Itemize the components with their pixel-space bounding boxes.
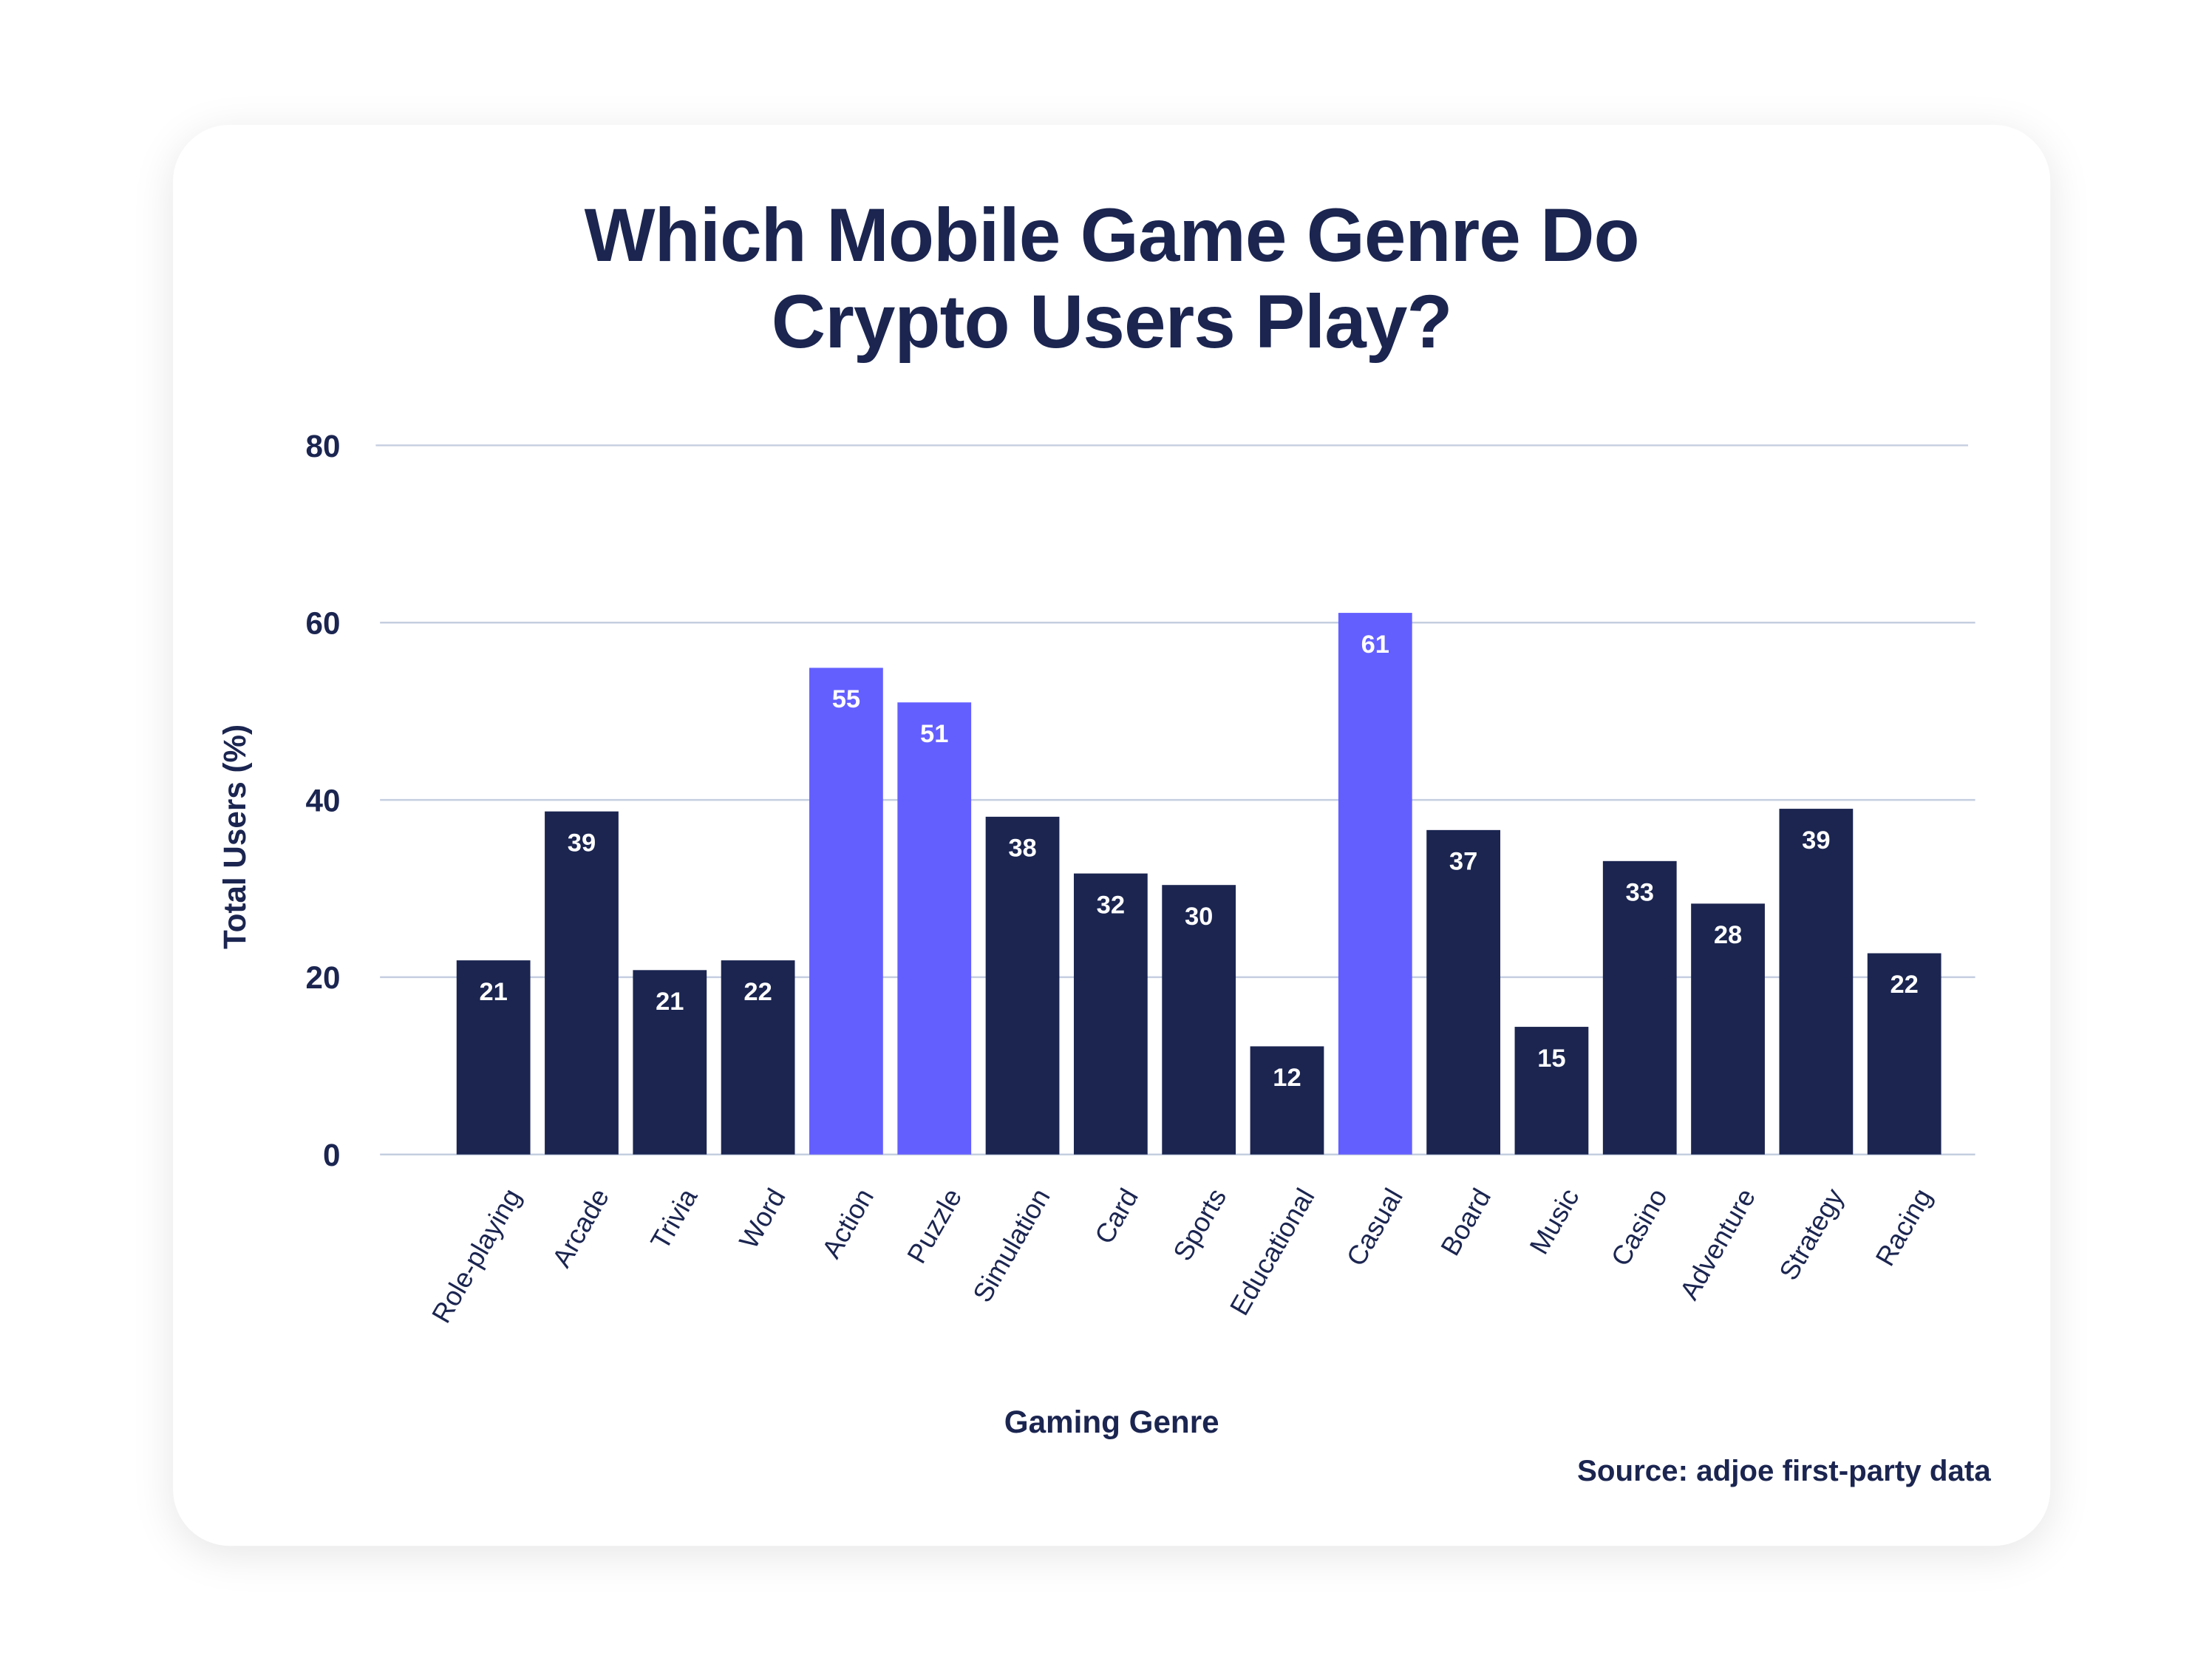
x-tick-label: Card	[1089, 1184, 1144, 1249]
bar-arcade	[545, 811, 619, 1155]
chart-title-line-1: Which Mobile Game Genre Do	[584, 194, 1640, 279]
data-label: 37	[1449, 848, 1477, 876]
bar-music	[1514, 1027, 1589, 1155]
x-tick-label: Racing	[1870, 1184, 1938, 1271]
data-label: 12	[1273, 1064, 1301, 1092]
data-label: 21	[656, 988, 684, 1016]
data-label: 21	[479, 978, 507, 1006]
x-tick-label: Adventure	[1674, 1184, 1762, 1305]
x-axis-label: Gaming Genre	[1004, 1404, 1219, 1440]
x-tick-label: Arcade	[546, 1184, 615, 1272]
y-tick-label: 80	[306, 429, 341, 463]
bar-casual	[1338, 613, 1412, 1155]
bar-role-playing	[456, 960, 531, 1155]
bar-educational	[1250, 1046, 1324, 1155]
y-tick-label: 60	[306, 606, 341, 641]
bar-word	[721, 960, 795, 1155]
y-axis-label: Total Users (%)	[217, 724, 253, 950]
bar-sports	[1162, 885, 1236, 1155]
y-tick-label: 40	[306, 783, 341, 818]
x-tick-label: Strategy	[1773, 1183, 1850, 1286]
bar-adventure	[1691, 903, 1765, 1155]
y-tick-label: 20	[306, 960, 341, 995]
source-note: Source: adjoe first-party data	[1576, 1455, 1991, 1488]
x-tick-label: Music	[1523, 1184, 1585, 1260]
bar-board	[1426, 829, 1500, 1155]
bar-strategy	[1779, 809, 1854, 1155]
data-label: 22	[743, 978, 772, 1006]
x-tick-label: Casual	[1341, 1184, 1409, 1271]
bar-card	[1073, 873, 1148, 1155]
bar-simulation	[985, 816, 1060, 1155]
x-tick-label: Word	[733, 1184, 792, 1254]
chart-card	[173, 124, 2051, 1546]
x-tick-label: Simulation	[967, 1184, 1056, 1308]
x-tick-label: Action	[816, 1184, 879, 1263]
y-tick-label: 0	[323, 1138, 340, 1172]
chart-title-line-2: Crypto Users Play?	[771, 280, 1453, 365]
bar-racing	[1867, 953, 1942, 1155]
bar-trivia	[633, 970, 707, 1155]
data-label: 61	[1361, 631, 1389, 659]
x-tick-label: Trivia	[644, 1183, 704, 1254]
x-tick-label: Board	[1435, 1184, 1497, 1261]
data-label: 39	[568, 829, 596, 857]
data-label: 38	[1008, 835, 1036, 863]
data-label: 32	[1097, 891, 1125, 919]
x-tick-label: Sports	[1167, 1184, 1232, 1266]
data-label: 39	[1802, 826, 1830, 855]
bar-puzzle	[897, 702, 972, 1155]
x-tick-label: Casino	[1605, 1184, 1673, 1271]
x-tick-label: Role-playing	[426, 1184, 527, 1328]
data-label: 33	[1626, 879, 1654, 907]
data-label: 22	[1890, 971, 1918, 999]
x-tick-label: Educational	[1224, 1184, 1321, 1320]
chart-title: Which Mobile Game Genre Do Crypto Users …	[173, 193, 2050, 366]
data-label: 55	[832, 685, 860, 713]
data-label: 15	[1537, 1045, 1565, 1073]
bar-casino	[1602, 860, 1677, 1155]
data-label: 30	[1185, 903, 1213, 931]
x-tick-label: Puzzle	[901, 1184, 967, 1269]
data-label: 28	[1714, 921, 1742, 949]
bar-action	[809, 668, 883, 1155]
data-label: 51	[920, 720, 948, 748]
